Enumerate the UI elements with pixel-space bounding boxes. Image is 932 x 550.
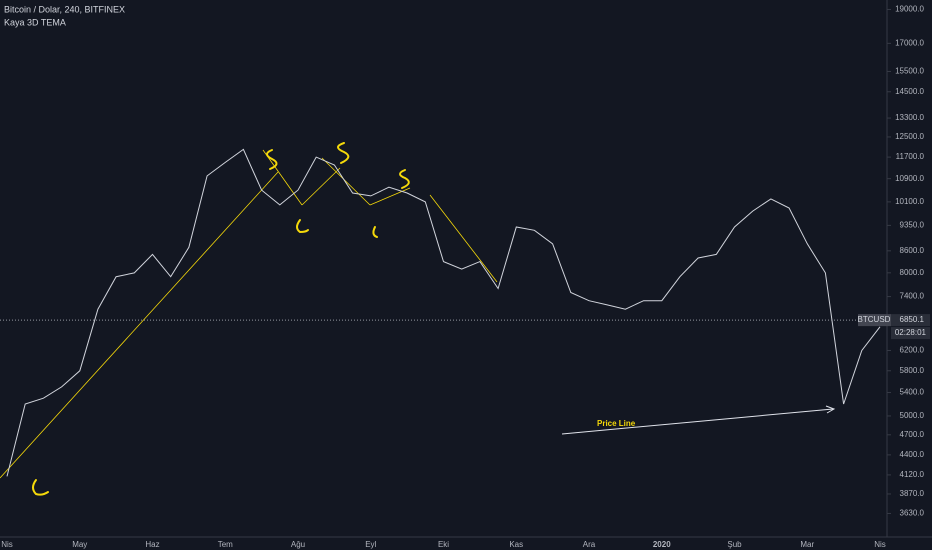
- y-tick-label: 3630.0: [900, 509, 925, 518]
- countdown-bg: [891, 327, 930, 340]
- y-tick-label: 5000.0: [900, 411, 925, 420]
- x-tick-label: Ağu: [291, 540, 305, 549]
- countdown: 02:28:01: [895, 328, 927, 337]
- y-tick-label: 8000.0: [900, 268, 925, 277]
- x-tick-label: Mar: [800, 540, 814, 549]
- y-tick-label: 5400.0: [900, 388, 925, 397]
- x-tick-label: Tem: [218, 540, 233, 549]
- indicator-name: Kaya 3D TEMA: [4, 17, 66, 27]
- x-tick-label: Nis: [1, 540, 13, 549]
- arrow-head: [825, 405, 836, 414]
- x-tick-label: May: [72, 540, 87, 549]
- symbol-tag: BTCUSD: [858, 315, 891, 324]
- y-tick-label: 4700.0: [900, 430, 925, 439]
- y-tick-label: 17000.0: [895, 38, 924, 47]
- trend-lines: [0, 149, 498, 479]
- y-tick-label: 4120.0: [900, 470, 925, 479]
- y-tick-label: 12500.0: [895, 132, 924, 141]
- handwritten-marks: [32, 142, 410, 496]
- x-tick-label: Haz: [145, 540, 159, 549]
- x-tick-label: Eyl: [365, 540, 376, 549]
- y-tick-label: 13300.0: [895, 113, 924, 122]
- y-tick-label: 8600.0: [900, 246, 925, 255]
- y-tick-label: 14500.0: [895, 87, 924, 96]
- annotation-text: Price Line: [597, 419, 636, 428]
- price-tag: 6850.1: [900, 315, 925, 324]
- y-tick-label: 7400.0: [900, 292, 925, 301]
- x-tick-label: Şub: [727, 540, 742, 549]
- y-tick-label: 10100.0: [895, 197, 924, 206]
- x-tick-label: Nis: [874, 540, 886, 549]
- annotation-arrow: [561, 408, 834, 435]
- y-tick-label: 5800.0: [900, 366, 925, 375]
- x-tick-label: 2020: [653, 540, 671, 549]
- x-tick-label: Eki: [438, 540, 449, 549]
- y-tick-label: 11700.0: [896, 152, 925, 161]
- chart-title: Bitcoin / Dolar, 240, BITFINEX: [4, 4, 125, 14]
- y-tick-label: 3870.0: [900, 489, 925, 498]
- y-tick-label: 6200.0: [900, 346, 925, 355]
- y-tick-label: 9350.0: [900, 220, 925, 229]
- y-tick-label: 10900.0: [895, 174, 924, 183]
- y-tick-label: 19000.0: [895, 5, 924, 14]
- price-line: [6, 148, 881, 477]
- x-tick-label: Kas: [509, 540, 523, 549]
- y-tick-label: 4400.0: [900, 450, 925, 459]
- y-tick-label: 15500.0: [895, 67, 924, 76]
- price-tag-bg: [891, 314, 930, 327]
- symbol-tag-bg: [858, 314, 891, 327]
- x-tick-label: Ara: [583, 540, 596, 549]
